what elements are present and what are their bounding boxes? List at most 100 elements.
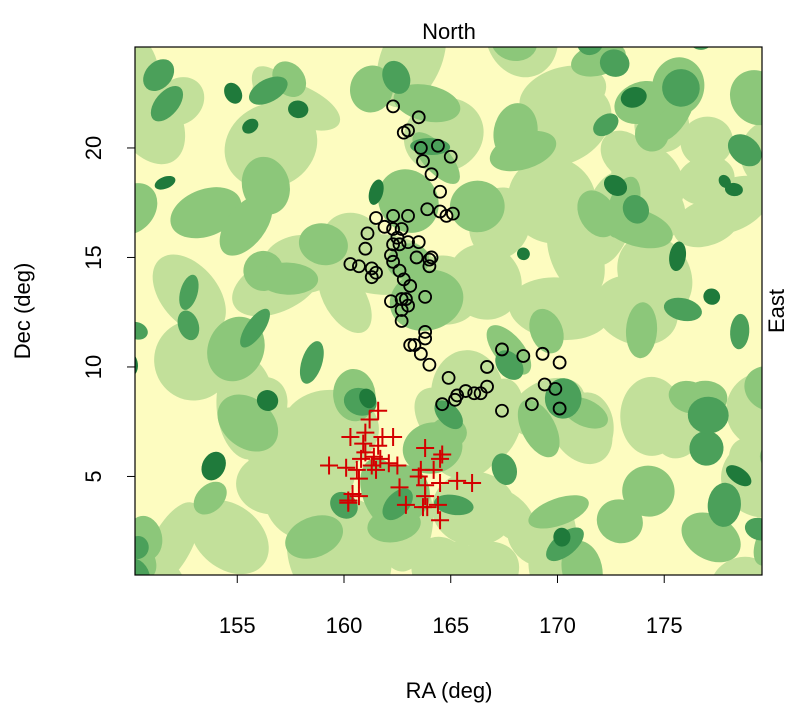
density-blob — [393, 84, 461, 123]
density-blob — [599, 49, 630, 77]
density-blob — [368, 179, 384, 205]
density-blob — [553, 527, 571, 547]
density-blob — [519, 65, 607, 125]
circle-point — [384, 248, 398, 263]
density-blob — [703, 288, 721, 305]
density-blob — [680, 116, 734, 167]
density-blob — [154, 175, 176, 190]
circle-point — [384, 294, 398, 309]
plus-point — [354, 434, 373, 453]
plus-point — [428, 495, 447, 514]
circle-point — [394, 314, 409, 328]
density-blob — [135, 183, 158, 235]
circle-point — [418, 331, 433, 346]
plus-point — [416, 438, 435, 457]
circle-point — [443, 149, 458, 164]
density-blob — [728, 437, 762, 513]
density-blob — [625, 302, 658, 359]
plus-point — [433, 445, 452, 464]
density-blob — [744, 366, 762, 412]
plus-point — [463, 474, 482, 493]
plus-point — [360, 410, 379, 429]
circle-point — [369, 211, 383, 225]
density-blob — [517, 399, 560, 458]
plus-point — [349, 469, 368, 488]
circle-point — [352, 259, 366, 274]
right-label: East — [764, 289, 789, 333]
plot-marks — [127, 99, 665, 583]
plus-point — [384, 428, 403, 447]
density-blob — [288, 100, 309, 119]
circle-point — [422, 259, 437, 274]
density-blob — [622, 195, 650, 224]
circle-point — [552, 401, 567, 416]
plot-frame — [134, 46, 763, 576]
density-blob — [495, 350, 524, 380]
density-blob — [367, 507, 421, 543]
density-blob — [135, 47, 159, 138]
density-blob — [433, 494, 474, 516]
y-tick-label: 20 — [81, 136, 106, 160]
circle-point — [386, 254, 401, 269]
density-blob — [150, 85, 184, 122]
density-blob — [248, 76, 288, 105]
density-blob — [242, 118, 259, 134]
circle-point — [358, 241, 373, 256]
density-blob — [744, 517, 762, 541]
density-blob — [726, 372, 762, 448]
circle-point — [439, 208, 454, 223]
y-tick-label: 10 — [81, 355, 106, 379]
circle-point — [411, 110, 426, 125]
density-blob — [730, 313, 750, 350]
density-blob — [318, 264, 372, 334]
density-blob — [517, 247, 530, 261]
plus-point — [418, 498, 437, 517]
plus-point — [379, 454, 398, 473]
plus-point — [362, 456, 381, 475]
y-tick-label: 5 — [81, 470, 106, 482]
density-blob — [707, 482, 741, 527]
circle-point — [458, 384, 473, 398]
plus-point — [431, 511, 450, 530]
density-blob — [135, 558, 151, 575]
plus-point — [341, 428, 360, 447]
density-blob — [593, 113, 619, 137]
density-blob — [377, 169, 439, 233]
chart-title: North — [422, 19, 476, 44]
circle-point — [431, 138, 445, 153]
plus-point — [431, 449, 450, 468]
circle-point — [480, 360, 494, 374]
circle-point — [424, 167, 439, 182]
density-blob — [330, 491, 358, 519]
circle-point — [407, 338, 422, 352]
plus-point — [390, 478, 409, 497]
density-blob — [411, 536, 470, 575]
circle-point — [435, 397, 450, 412]
circle-point — [524, 397, 539, 412]
circle-point — [343, 257, 358, 271]
density-blob — [620, 86, 647, 108]
circle-point — [552, 355, 567, 370]
density-blob — [177, 310, 200, 341]
density-blob — [435, 541, 520, 575]
plus-point — [369, 401, 388, 420]
density-blob — [689, 430, 724, 466]
density-blob — [135, 546, 189, 575]
circle-point — [433, 184, 447, 199]
circle-point — [364, 270, 379, 285]
density-blob — [507, 516, 557, 567]
density-blob — [190, 500, 269, 575]
circle-point — [445, 206, 460, 221]
density-blob — [740, 120, 762, 189]
density-blob — [241, 156, 290, 215]
circle-point — [401, 123, 415, 138]
density-blob — [561, 540, 603, 575]
density-blob — [193, 481, 227, 515]
x-tick-label: 165 — [432, 613, 469, 638]
density-blob — [529, 308, 564, 354]
x-axis-label: RA (deg) — [406, 678, 493, 703]
plus-point — [396, 495, 415, 514]
density-blob — [724, 182, 743, 197]
circle-point — [535, 346, 550, 361]
circle-point — [377, 219, 392, 234]
